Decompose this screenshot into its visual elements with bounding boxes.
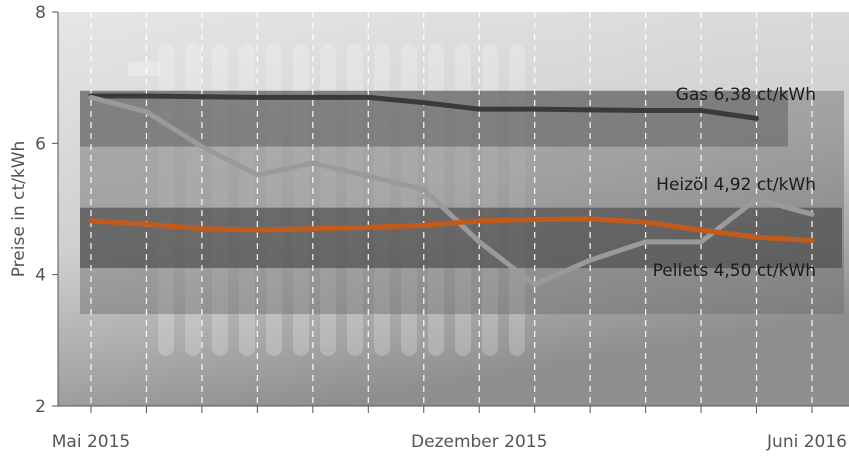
band-heizoel: [80, 90, 844, 315]
band-pellets: [80, 207, 842, 269]
series-value-label: Heizöl 4,92 ct/kWh: [656, 175, 816, 195]
series-value-label: Gas 6,38 ct/kWh: [676, 85, 816, 105]
x-tick-label: Dezember 2015: [411, 432, 547, 452]
x-tick-label: Juni 2016: [766, 432, 847, 452]
y-tick-label: 2: [35, 397, 46, 417]
series-line-pellets: [88, 216, 815, 244]
y-tick-label: 4: [35, 266, 46, 286]
series-line-gas: [88, 93, 760, 121]
series-value-label: Pellets 4,50 ct/kWh: [653, 261, 816, 281]
x-tick-label: Mai 2015: [52, 432, 130, 452]
series-line-heizoel: [88, 94, 815, 288]
y-tick-label: 6: [35, 134, 46, 154]
band-gas: [80, 90, 788, 147]
y-tick-label: 8: [35, 3, 46, 23]
y-axis-label: Preise in ct/kWh: [9, 141, 29, 278]
